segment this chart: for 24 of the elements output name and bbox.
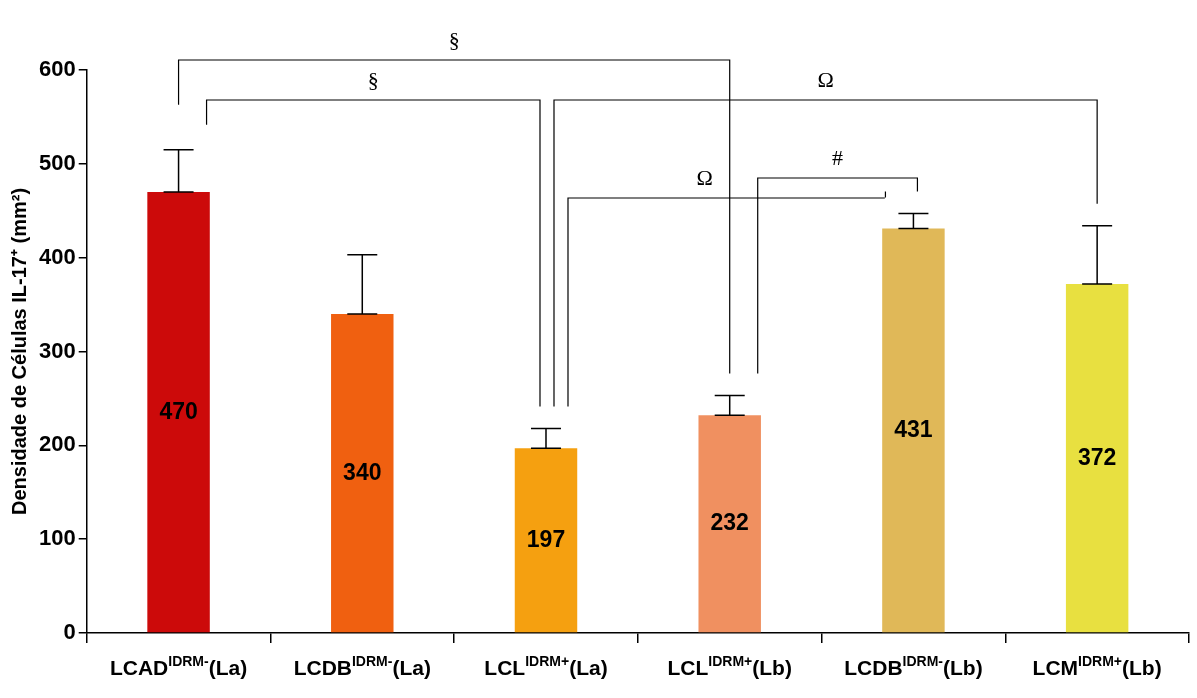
y-tick-label: 300 xyxy=(38,337,76,363)
y-tick-label: 100 xyxy=(38,525,76,551)
data-label: 431 xyxy=(894,416,933,443)
y-tick-label: 500 xyxy=(38,149,76,175)
bar xyxy=(698,415,761,633)
y-tick-label: 400 xyxy=(38,243,76,269)
data-label: 197 xyxy=(526,525,566,552)
bar xyxy=(514,448,578,633)
y-tick-label: 600 xyxy=(38,56,76,82)
data-label: 372 xyxy=(1077,443,1117,470)
data-label: 340 xyxy=(343,458,382,485)
bar xyxy=(1065,283,1129,633)
annotation: # xyxy=(832,144,844,170)
y-tick-label: 0 xyxy=(63,619,76,645)
bar xyxy=(147,191,210,633)
annotation: § xyxy=(367,66,379,92)
annotation: Ω xyxy=(696,164,713,190)
text: § xyxy=(448,26,460,52)
y-axis-title: Densidade de Células IL-17⁺ (mm²) xyxy=(7,187,30,516)
annotation: Ω xyxy=(817,66,834,92)
data-label: 232 xyxy=(710,509,749,536)
data-label: 470 xyxy=(159,397,198,424)
y-tick-label: 200 xyxy=(38,431,76,457)
bar xyxy=(331,313,394,633)
